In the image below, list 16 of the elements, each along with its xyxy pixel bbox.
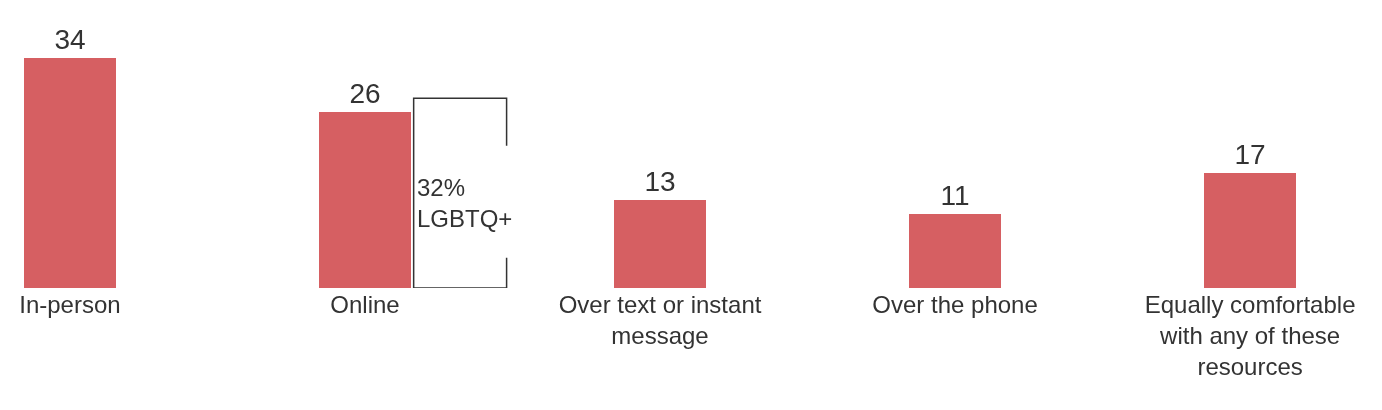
data-label: 34	[54, 24, 86, 55]
annotation: 32% LGBTQ+	[417, 174, 513, 233]
x-tick-label: Online	[330, 291, 400, 318]
bar	[319, 112, 411, 288]
x-tick-label: Over the phone	[872, 291, 1038, 318]
bar	[614, 200, 706, 288]
data-label: 26	[349, 78, 381, 109]
data-label: 11	[940, 180, 970, 211]
bar	[1204, 173, 1296, 288]
x-tick-label: In-person	[19, 291, 121, 318]
bar	[909, 214, 1001, 288]
data-label: 13	[644, 166, 676, 197]
data-label: 17	[1234, 139, 1266, 170]
x-tick-label: Equally comfortable with any of these resources	[1144, 291, 1356, 381]
x-tick-label: Over text or instant message	[558, 291, 762, 350]
bar	[24, 58, 116, 288]
